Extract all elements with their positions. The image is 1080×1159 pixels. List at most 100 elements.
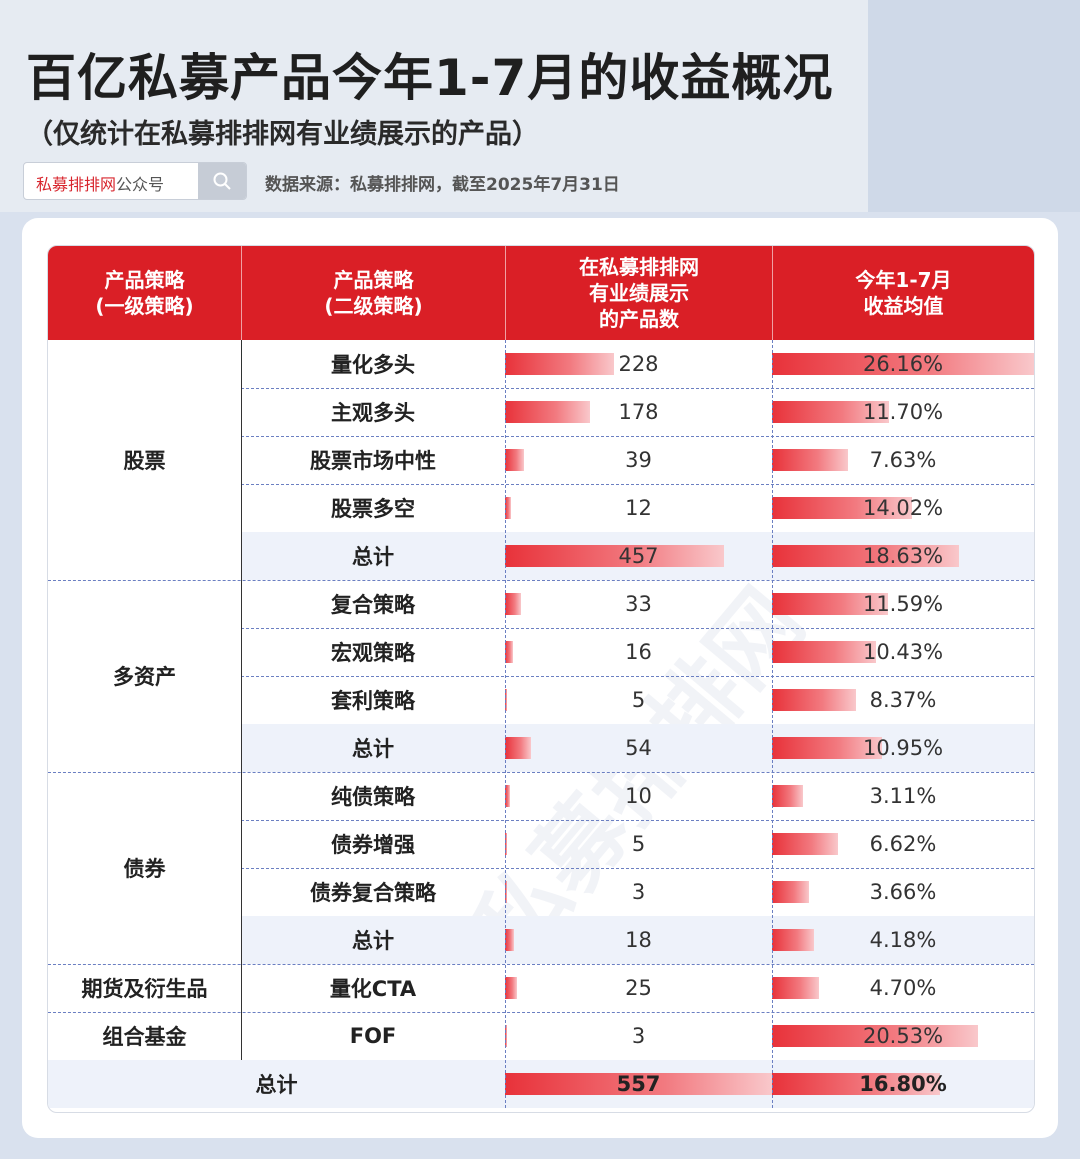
count-bar — [505, 641, 513, 663]
return-bar — [772, 353, 1034, 375]
return-value: 8.37% — [869, 688, 937, 712]
count-bar — [505, 449, 524, 471]
header-separator — [772, 246, 773, 340]
group-label: 多资产 — [113, 665, 176, 689]
row-divider — [241, 388, 1034, 389]
count-value: 457 — [618, 544, 659, 568]
count-bar — [505, 401, 591, 423]
count-bar — [505, 1025, 507, 1047]
row-divider — [241, 484, 1034, 485]
sub-strategy-label: 套利策略 — [331, 689, 415, 713]
sub-strategy-label: 量化多头 — [331, 353, 415, 377]
count-bar — [505, 497, 511, 519]
group-label: 组合基金 — [102, 1025, 187, 1049]
group-label: 期货及衍生品 — [81, 977, 208, 1001]
return-value: 10.43% — [862, 640, 944, 664]
return-value: 11.59% — [862, 592, 944, 616]
return-value: 10.95% — [862, 736, 944, 760]
count-value: 178 — [618, 400, 659, 424]
grand-total-label: 总计 — [255, 1073, 298, 1097]
count-bar — [505, 353, 615, 375]
sub-strategy-label: 纯债策略 — [331, 785, 415, 809]
total-row-background — [241, 916, 1034, 964]
grand-total-return-bar — [772, 1073, 941, 1095]
sub-strategy-label: 宏观策略 — [331, 641, 415, 665]
count-value: 3 — [631, 880, 646, 904]
return-bar — [772, 929, 814, 951]
count-bar — [505, 977, 517, 999]
count-bar — [505, 545, 725, 567]
group-divider — [241, 580, 242, 772]
column-divider — [505, 340, 506, 1108]
return-bar — [772, 785, 804, 807]
return-bar — [772, 593, 889, 615]
row-divider — [241, 868, 1034, 869]
return-value: 4.18% — [869, 928, 937, 952]
sub-strategy-label: 股票多空 — [331, 497, 415, 521]
count-bar — [505, 929, 514, 951]
count-value: 54 — [625, 736, 652, 760]
group-divider-line — [48, 772, 1034, 773]
search-box[interactable]: 私募排排网公众号 — [23, 162, 247, 200]
count-value: 5 — [631, 832, 646, 856]
grand-total-count: 557 — [616, 1072, 661, 1096]
row-divider — [241, 676, 1034, 677]
count-value: 3 — [631, 1024, 646, 1048]
return-bar — [772, 881, 809, 903]
header-level2: 产品策略 (二级策略) — [324, 268, 423, 318]
row-divider — [241, 436, 1034, 437]
count-bar — [505, 881, 507, 903]
row-divider — [241, 628, 1034, 629]
return-bar — [772, 545, 959, 567]
count-value: 25 — [625, 976, 652, 1000]
sub-strategy-label: 总计 — [352, 929, 394, 953]
count-value: 33 — [625, 592, 652, 616]
return-value: 6.62% — [869, 832, 937, 856]
group-divider — [241, 1012, 242, 1060]
group-divider — [241, 340, 242, 580]
return-bar — [772, 401, 890, 423]
return-bar — [772, 737, 882, 759]
sub-strategy-label: 债券增强 — [331, 833, 415, 857]
sub-strategy-label: 量化CTA — [329, 977, 417, 1001]
count-value: 18 — [625, 928, 652, 952]
return-value: 11.70% — [862, 400, 944, 424]
return-value: 14.02% — [862, 496, 944, 520]
total-row-background — [241, 724, 1034, 772]
return-bar — [772, 1025, 978, 1047]
group-label: 股票 — [123, 449, 166, 473]
header-separator — [505, 246, 506, 340]
row-divider — [241, 820, 1034, 821]
count-bar — [505, 785, 510, 807]
count-value: 10 — [625, 784, 652, 808]
grand-total-return: 16.80% — [859, 1072, 947, 1096]
search-icon — [213, 172, 231, 190]
count-bar — [505, 833, 508, 855]
table-header: 产品策略 (一级策略) 产品策略 (二级策略) 在私募排排网 有业绩展示 的产品… — [48, 246, 1034, 340]
count-value: 12 — [625, 496, 652, 520]
header-level1: 产品策略 (一级策略) — [95, 268, 194, 318]
count-value: 5 — [631, 688, 646, 712]
return-value: 3.66% — [869, 880, 937, 904]
return-bar — [772, 449, 849, 471]
count-value: 39 — [625, 448, 652, 472]
return-bar — [772, 977, 820, 999]
count-bar — [505, 689, 508, 711]
return-bar — [772, 641, 877, 663]
return-bar — [772, 689, 856, 711]
return-value: 7.63% — [869, 448, 937, 472]
count-value: 228 — [618, 352, 659, 376]
header-count: 在私募排排网 有业绩展示 的产品数 — [579, 255, 699, 331]
data-source: 数据来源：私募排排网，截至2025年7月31日 — [265, 175, 620, 195]
return-value: 4.70% — [869, 976, 937, 1000]
page-title: 百亿私募产品今年1-7月的收益概况 — [26, 49, 834, 107]
search-button[interactable] — [198, 163, 246, 199]
count-bar — [505, 593, 521, 615]
search-suffix: 公众号 — [116, 175, 165, 194]
page-subtitle: （仅统计在私募排排网有业绩展示的产品） — [26, 119, 539, 150]
group-divider-line — [48, 964, 1034, 965]
header-separator — [241, 246, 242, 340]
sub-strategy-label: FOF — [349, 1024, 397, 1048]
return-value: 26.16% — [862, 352, 944, 376]
sub-strategy-label: 总计 — [352, 545, 394, 569]
